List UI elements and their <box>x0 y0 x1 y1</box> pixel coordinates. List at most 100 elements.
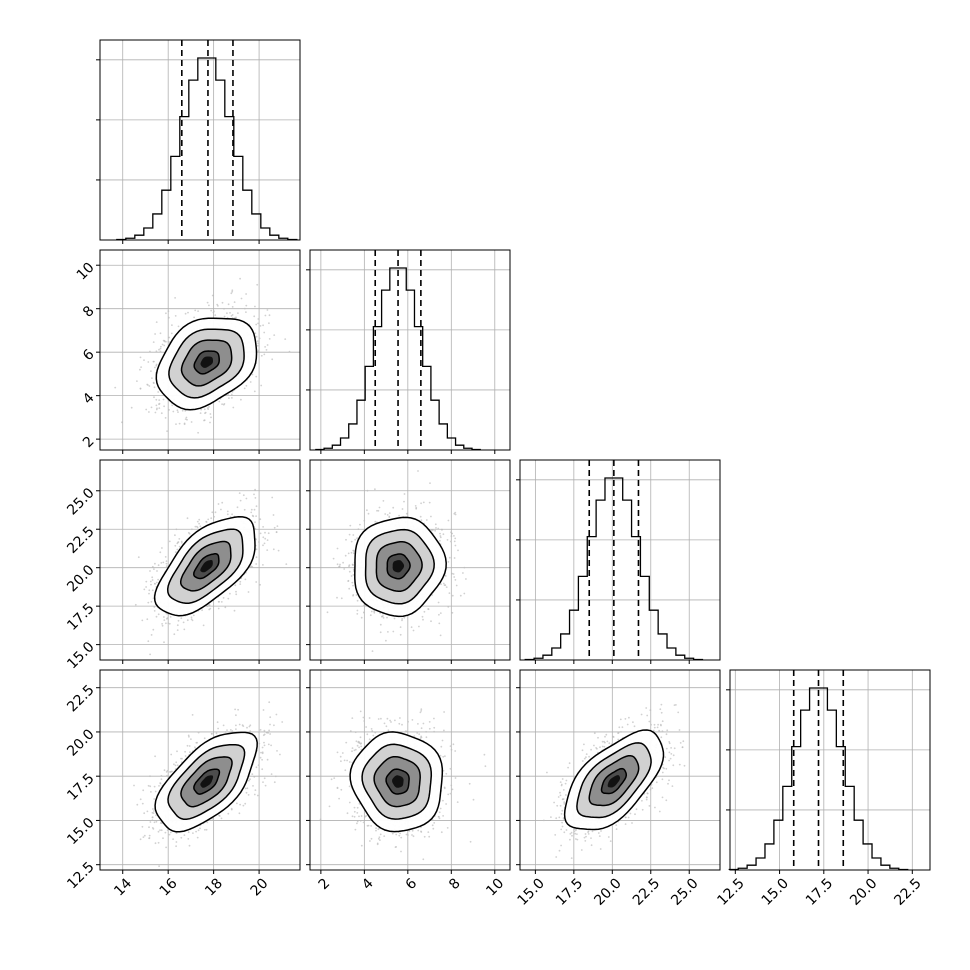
scatter-point <box>165 312 167 315</box>
y-tick-label: 2 <box>80 433 98 451</box>
scatter-point <box>165 565 168 567</box>
scatter-point <box>168 540 171 543</box>
scatter-point <box>281 721 284 723</box>
scatter-point <box>440 583 442 586</box>
scatter-point <box>246 726 248 729</box>
scatter-point <box>271 496 274 499</box>
scatter-point <box>203 419 205 422</box>
scatter-point <box>182 621 185 624</box>
scatter-point <box>158 402 161 405</box>
scatter-point <box>199 412 202 414</box>
scatter-point <box>176 409 179 412</box>
scatter-point <box>420 502 422 505</box>
scatter-point <box>352 534 355 536</box>
scatter-point <box>277 549 280 552</box>
scatter-point <box>218 400 221 403</box>
scatter-point <box>227 303 230 306</box>
scatter-point <box>245 293 248 295</box>
scatter-point <box>245 304 248 307</box>
scatter-point <box>222 724 225 727</box>
scatter-point <box>338 565 340 568</box>
scatter-point <box>150 370 152 372</box>
scatter-point <box>266 539 269 541</box>
scatter-point <box>430 529 433 531</box>
scatter-point <box>214 511 217 514</box>
scatter-point <box>178 538 181 540</box>
scatter-point <box>431 529 434 532</box>
scatter-point <box>221 403 224 406</box>
scatter-point <box>207 408 210 410</box>
scatter-point <box>455 584 458 587</box>
scatter-point <box>235 590 237 593</box>
scatter-point <box>356 609 359 612</box>
scatter-point <box>439 612 442 614</box>
scatter-point <box>197 731 200 734</box>
scatter-point <box>392 630 395 633</box>
scatter-point <box>228 397 230 399</box>
scatter-point <box>235 728 237 730</box>
scatter-point <box>139 838 142 841</box>
scatter-point <box>159 350 162 353</box>
scatter-point <box>363 519 366 522</box>
scatter-point <box>148 834 151 837</box>
panel-2-0: 15.017.520.022.525.0 <box>64 459 301 672</box>
scatter-point <box>186 517 189 520</box>
scatter-point <box>382 615 384 617</box>
scatter-point <box>191 714 194 716</box>
scatter-point <box>163 641 165 644</box>
scatter-point <box>388 512 391 514</box>
scatter-point <box>220 601 223 603</box>
scatter-point <box>183 834 186 836</box>
scatter-point <box>151 576 154 579</box>
scatter-point <box>155 350 158 353</box>
scatter-point <box>231 290 234 293</box>
scatter-point <box>161 623 164 625</box>
scatter-point <box>249 381 252 383</box>
scatter-point <box>419 515 422 518</box>
y-tick-label: 17.5 <box>64 600 97 633</box>
scatter-point <box>155 364 158 367</box>
scatter-point <box>194 746 196 749</box>
scatter-point <box>251 373 254 376</box>
scatter-point <box>180 540 183 543</box>
contour-line-2 <box>179 540 232 592</box>
scatter-point <box>255 556 258 559</box>
y-tick-label: 20.0 <box>64 562 97 595</box>
contour-line-0 <box>155 317 258 411</box>
histogram-1 <box>315 267 481 451</box>
scatter-point <box>187 311 189 314</box>
scatter-point <box>227 597 230 600</box>
scatter-point <box>254 521 256 524</box>
scatter-point <box>217 727 220 730</box>
scatter-point <box>430 620 432 623</box>
panel-1-1 <box>306 249 511 454</box>
scatter-point <box>266 344 269 346</box>
scatter-point <box>139 387 142 390</box>
scatter-point <box>168 833 171 836</box>
scatter-point <box>359 523 361 526</box>
scatter-point <box>181 542 183 544</box>
scatter-point <box>172 410 175 413</box>
scatter-point <box>149 570 151 572</box>
scatter-point <box>454 537 457 540</box>
scatter-point <box>226 510 229 513</box>
scatter-point <box>229 312 231 314</box>
scatter-point <box>239 499 242 502</box>
scatter-point <box>167 622 170 625</box>
scatter-point <box>382 500 385 502</box>
scatter-point <box>453 535 455 537</box>
scatter-point <box>454 511 457 514</box>
scatter-point <box>114 386 117 389</box>
scatter-point <box>234 708 237 711</box>
scatter-point <box>157 391 160 393</box>
scatter-point <box>374 488 376 491</box>
contour-line-2 <box>180 339 233 387</box>
scatter-point <box>264 531 266 534</box>
scatter-point <box>255 563 258 565</box>
scatter-point <box>349 524 352 527</box>
scatter-point <box>209 413 212 415</box>
scatter-point <box>153 610 156 612</box>
scatter-point <box>163 769 166 772</box>
scatter-point <box>227 812 230 815</box>
